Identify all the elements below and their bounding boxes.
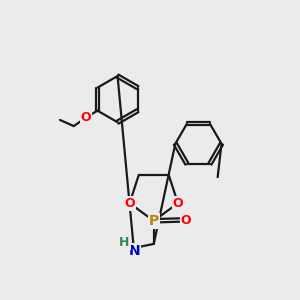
Text: O: O [172,197,183,210]
Text: O: O [181,214,191,226]
Text: N: N [129,244,140,258]
Text: H: H [119,236,130,249]
Text: O: O [81,111,92,124]
Text: P: P [148,214,159,228]
Text: O: O [124,197,135,210]
